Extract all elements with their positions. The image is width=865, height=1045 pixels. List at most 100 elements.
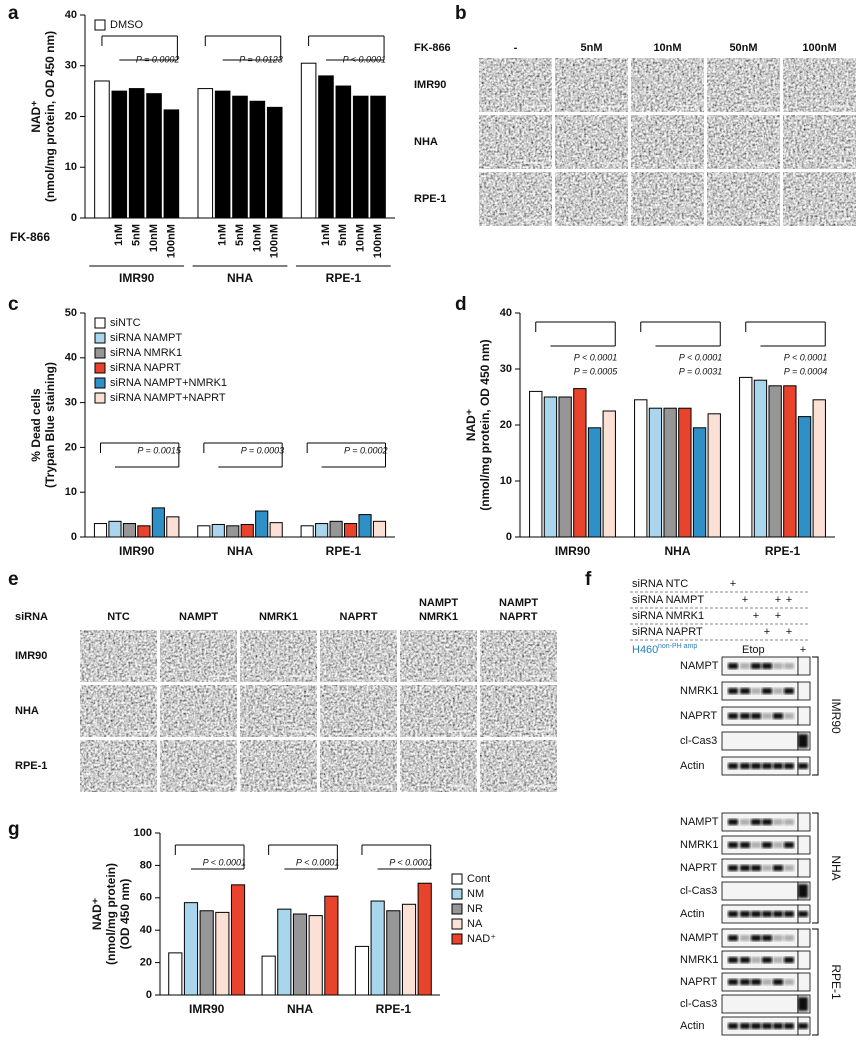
- cell-line-bracket: [812, 656, 819, 776]
- y-tick-label: 10: [500, 475, 512, 487]
- treatment-label: siRNA NAMPT: [632, 594, 704, 606]
- group-label: NHA: [227, 271, 253, 285]
- bar: [352, 95, 369, 219]
- legend-swatch: [451, 888, 463, 900]
- blot-frame: [797, 972, 811, 992]
- band: [740, 979, 750, 985]
- bar: [300, 62, 317, 219]
- bar: [226, 525, 240, 538]
- column-label: NAMPT: [419, 597, 458, 609]
- x-tick-label: 5nM: [337, 224, 349, 246]
- panel-label: d: [455, 294, 467, 315]
- micrograph: [80, 685, 157, 737]
- x-tick-label: 10nM: [355, 224, 367, 252]
- group-label: RPE-1: [765, 544, 801, 558]
- micrograph: [783, 58, 856, 112]
- blot-label: cl-Cas3: [680, 998, 717, 1010]
- y-axis-label: (OD 450 nm): [118, 879, 132, 950]
- y-tick-label: 30: [500, 363, 512, 375]
- treatment-label: siRNA: [15, 611, 48, 623]
- row-label: IMR90: [15, 650, 47, 662]
- blot-label: NAPRT: [680, 862, 717, 874]
- panel-label: b: [455, 3, 467, 24]
- micrograph: [160, 740, 237, 792]
- cell-line-label: IMR90: [829, 698, 843, 734]
- row-label: NHA: [414, 136, 438, 148]
- blot-frame: [797, 858, 811, 878]
- micrograph: [400, 685, 477, 737]
- band: [728, 842, 738, 848]
- bar: [386, 910, 401, 996]
- y-tick-label: 30: [65, 60, 77, 72]
- legend-label: siRNA NAPRT: [110, 362, 181, 374]
- blot-label: Actin: [680, 1020, 704, 1032]
- band: [762, 935, 772, 941]
- band: [798, 763, 808, 769]
- band: [773, 763, 783, 769]
- bar: [318, 75, 334, 219]
- y-tick-label: 0: [506, 531, 512, 543]
- blot-label: NAMPT: [680, 932, 719, 944]
- band: [773, 842, 783, 848]
- band: [740, 1023, 750, 1029]
- lane-mark: +: [786, 626, 792, 638]
- blot-frame: [797, 681, 811, 701]
- legend-swatch: [451, 933, 463, 945]
- column-label: -: [514, 42, 518, 54]
- bar: [277, 908, 292, 996]
- band: [784, 979, 794, 985]
- blot-label: Actin: [680, 908, 704, 920]
- blot-label: NAMPT: [680, 660, 719, 672]
- blot-label: cl-Cas3: [680, 735, 717, 747]
- micrograph: [555, 115, 628, 169]
- row-label: RPE-1: [15, 760, 47, 772]
- band: [728, 911, 738, 917]
- column-label: NAPRT: [500, 611, 538, 623]
- x-axis-label: FK-866: [10, 230, 50, 244]
- group-label: NHA: [665, 544, 691, 558]
- band: [728, 979, 738, 985]
- y-tick-label: 40: [500, 307, 512, 319]
- band: [740, 957, 750, 963]
- y-axis-label: (nmol/mg protein, OD 450 nm): [43, 31, 57, 202]
- micrograph: [479, 115, 552, 169]
- y-tick-label: 30: [65, 397, 77, 409]
- column-label: NMRK1: [419, 611, 458, 623]
- column-label: NAMPT: [499, 597, 538, 609]
- bar: [111, 90, 128, 219]
- micrograph: [320, 685, 397, 737]
- column-label: NAPRT: [340, 611, 378, 623]
- band: [762, 957, 772, 963]
- y-tick-label: 80: [140, 859, 152, 871]
- p-value: P = 0.0005: [574, 366, 618, 376]
- bar: [292, 913, 308, 996]
- band: [728, 663, 738, 669]
- micrograph: [480, 630, 557, 682]
- p-value: P < 0.0001: [679, 352, 722, 362]
- band: [798, 884, 808, 898]
- y-tick-label: 60: [140, 892, 152, 904]
- micrograph: [555, 172, 628, 226]
- control-treatment: Etop: [742, 644, 765, 656]
- bar: [358, 514, 372, 538]
- blot-frame: [721, 881, 799, 901]
- blot-label: NAPRT: [680, 710, 717, 722]
- y-tick-label: 10: [65, 486, 77, 498]
- p-value: P = 0.0031: [679, 366, 722, 376]
- legend-swatch: [94, 317, 106, 329]
- band: [740, 713, 750, 719]
- blot-frame: [797, 812, 811, 832]
- band: [728, 713, 738, 719]
- x-tick-label: 1nM: [113, 224, 125, 246]
- bar: [266, 106, 283, 219]
- row-label: NHA: [15, 705, 39, 717]
- bar: [122, 523, 137, 538]
- micrograph: [631, 115, 704, 169]
- legend-swatch: [94, 362, 106, 374]
- micrograph: [707, 58, 780, 112]
- band: [751, 865, 761, 871]
- band: [784, 819, 794, 825]
- legend-label: siRNA NAMPT+NMRK1: [110, 377, 227, 389]
